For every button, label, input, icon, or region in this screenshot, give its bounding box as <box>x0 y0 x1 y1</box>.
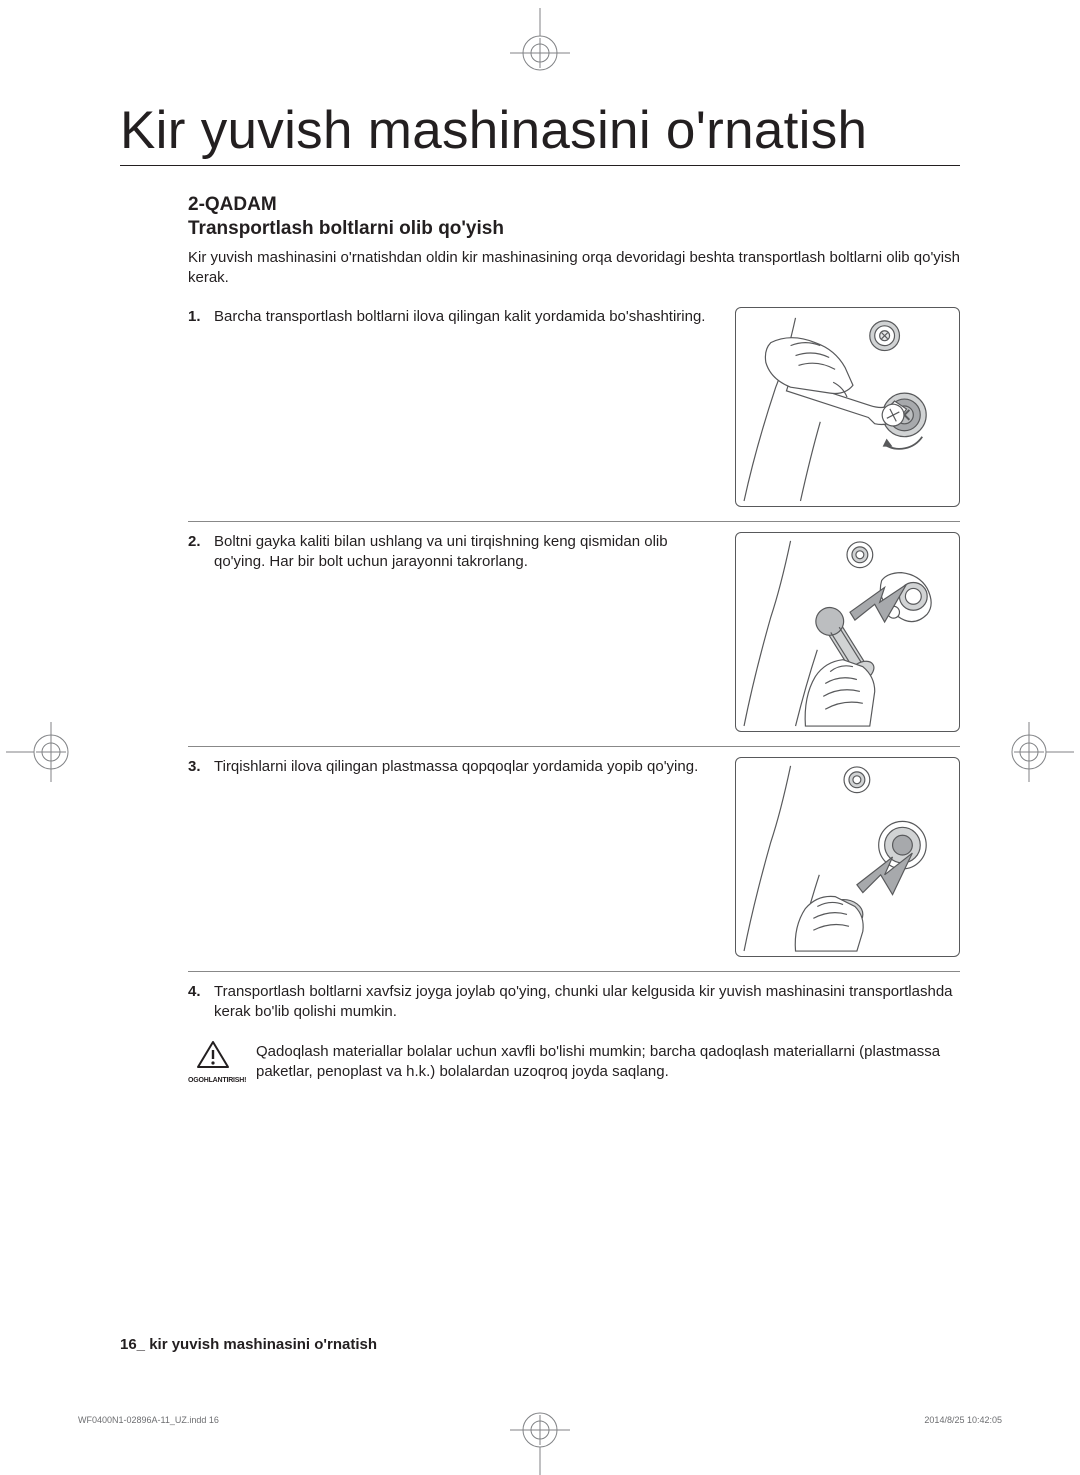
instruction-text: 3. Tirqishlarni ilova qilingan plastmass… <box>188 757 717 777</box>
divider <box>188 746 960 747</box>
warning-label: OGOHLANTIRISH! <box>188 1077 238 1084</box>
instruction-row: 2. Boltni gayka kaliti bilan ushlang va … <box>188 532 960 732</box>
instruction-number: 3. <box>188 757 204 777</box>
print-file-meta: WF0400N1-02896A-11_UZ.indd 16 <box>78 1415 219 1425</box>
content-body: 2-QADAM Transportlash boltlarni olib qo'… <box>120 194 960 1084</box>
instruction-number: 1. <box>188 307 204 327</box>
instruction-text: 1. Barcha transportlash boltlarni ilova … <box>188 307 717 327</box>
page-number: 16_ <box>120 1336 145 1353</box>
illustration-remove-bolt <box>735 532 960 732</box>
instruction-text: 4. Transportlash boltlarni xavfsiz joyga… <box>188 982 960 1023</box>
warning-block: OGOHLANTIRISH! Qadoqlash materiallar bol… <box>188 1040 960 1084</box>
instruction-row: 1. Barcha transportlash boltlarni ilova … <box>188 307 960 507</box>
instruction-row: 3. Tirqishlarni ilova qilingan plastmass… <box>188 757 960 957</box>
instruction-body: Boltni gayka kaliti bilan ushlang va uni… <box>214 532 717 573</box>
step-label: 2-QADAM <box>188 194 960 216</box>
crop-mark-bottom <box>488 1405 592 1475</box>
instruction-text: 2. Boltni gayka kaliti bilan ushlang va … <box>188 532 717 573</box>
footer-title: kir yuvish mashinasini o'rnatish <box>149 1336 377 1353</box>
crop-mark-right <box>1004 700 1074 804</box>
instruction-body: Tirqishlarni ilova qilingan plastmassa q… <box>214 757 717 777</box>
page-footer: 16_ kir yuvish mashinasini o'rnatish <box>120 1336 377 1353</box>
instruction-row: 4. Transportlash boltlarni xavfsiz joyga… <box>188 982 960 1023</box>
warning-icon: OGOHLANTIRISH! <box>188 1040 238 1084</box>
divider <box>188 521 960 522</box>
divider <box>188 971 960 972</box>
intro-paragraph: Kir yuvish mashinasini o'rnatishdan oldi… <box>188 248 960 289</box>
page-content: Kir yuvish mashinasini o'rnatish 2-QADAM… <box>120 100 960 1084</box>
illustration-insert-caps <box>735 757 960 957</box>
crop-mark-top <box>488 8 592 78</box>
warning-text: Qadoqlash materiallar bolalar uchun xavf… <box>256 1040 960 1083</box>
illustration-loosen-bolts <box>735 307 960 507</box>
instruction-body: Barcha transportlash boltlarni ilova qil… <box>214 307 717 327</box>
print-timestamp: 2014/8/25 10:42:05 <box>924 1415 1002 1425</box>
instruction-number: 4. <box>188 982 204 1023</box>
instruction-number: 2. <box>188 532 204 573</box>
page-title: Kir yuvish mashinasini o'rnatish <box>120 100 960 166</box>
instruction-body: Transportlash boltlarni xavfsiz joyga jo… <box>214 982 960 1023</box>
section-subtitle: Transportlash boltlarni olib qo'yish <box>188 218 960 240</box>
crop-mark-left <box>6 700 76 804</box>
